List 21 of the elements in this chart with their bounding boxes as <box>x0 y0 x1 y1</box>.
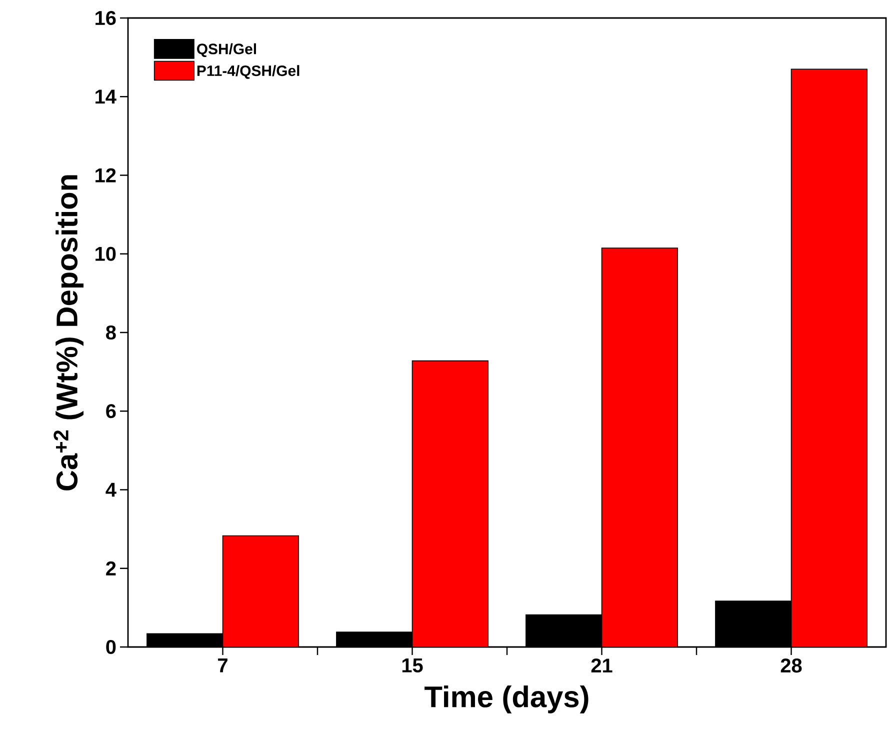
y-tick-label: 8 <box>106 325 116 340</box>
legend-label: P11-4/QSH/Gel <box>197 65 300 79</box>
y-tick-label: 4 <box>106 482 116 497</box>
y-tick-label: 12 <box>96 168 116 182</box>
y-tick-label: 6 <box>106 404 116 418</box>
y-tick-label: 2 <box>106 561 116 576</box>
y-tick-label: 0 <box>106 640 116 654</box>
bar <box>790 68 868 647</box>
bar <box>222 536 299 647</box>
bar <box>412 360 488 647</box>
y-axis-title: Ca$^{+2}$ (Wt%) Deposition <box>54 175 84 490</box>
x-tick-label: 21 <box>591 658 612 672</box>
bar <box>602 248 678 647</box>
x-tick-label: 7 <box>218 658 228 672</box>
y-tick-label: 10 <box>96 246 116 261</box>
y-tick-label: 14 <box>96 90 116 104</box>
y-tick-label: 16 <box>96 10 116 26</box>
legend-label: QSH/Gel <box>197 43 256 58</box>
x-axis-title: Time (days) <box>424 685 588 714</box>
x-tick-label: 15 <box>402 658 423 672</box>
x-tick-label: 28 <box>780 658 802 673</box>
